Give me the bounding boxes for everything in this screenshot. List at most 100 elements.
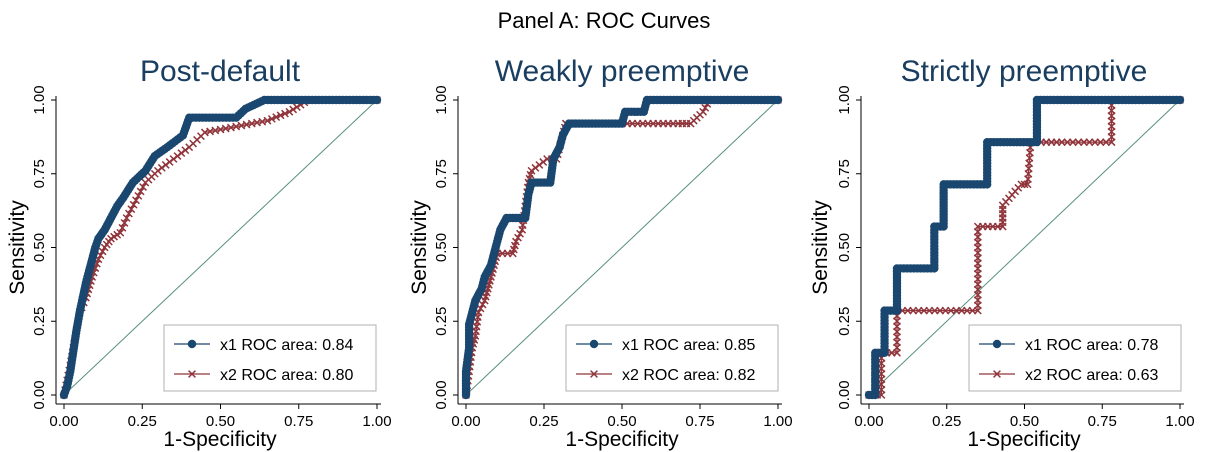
legend-box bbox=[565, 324, 779, 392]
data-point bbox=[136, 187, 145, 196]
legend-label: x2 ROC area: 0.80 bbox=[220, 367, 354, 384]
y-tick-label: 0.75 bbox=[31, 159, 48, 188]
data-point bbox=[98, 247, 107, 256]
data-point bbox=[516, 229, 525, 238]
legend-entry-x1: x1 ROC area: 0.85 bbox=[576, 337, 756, 354]
data-point bbox=[116, 228, 125, 237]
panel-title: Weakly preemptive bbox=[495, 55, 750, 88]
y-axis-label: Sensitivity bbox=[6, 200, 29, 295]
legend-label: x2 ROC area: 0.63 bbox=[1025, 367, 1159, 384]
x-axis-label: 1-Specificity bbox=[163, 428, 277, 451]
y-tick-label: 0.25 bbox=[836, 307, 853, 336]
series-x1 bbox=[864, 95, 1185, 400]
y-tick-label: 1.00 bbox=[836, 85, 853, 114]
x-tick-label: 1.00 bbox=[763, 413, 792, 430]
legend-box bbox=[968, 324, 1182, 392]
legend-entry-x2: x2 ROC area: 0.82 bbox=[576, 367, 756, 384]
data-point bbox=[289, 105, 298, 114]
legend-entry-x1: x1 ROC area: 0.78 bbox=[979, 337, 1159, 354]
legend-swatch-marker bbox=[187, 339, 197, 349]
data-point bbox=[514, 233, 522, 242]
y-axis-label: Sensitivity bbox=[809, 200, 832, 295]
legend-swatch-marker bbox=[188, 370, 196, 378]
x-tick-label: 0.25 bbox=[128, 413, 157, 430]
reference-line bbox=[63, 99, 378, 396]
x-tick-label: 0.50 bbox=[206, 413, 235, 430]
legend-swatch-marker bbox=[590, 370, 598, 378]
data-point bbox=[1175, 95, 1185, 105]
data-point bbox=[127, 205, 136, 214]
legend: x1 ROC area: 0.85 x2 ROC area: 0.82 bbox=[565, 324, 779, 392]
data-point bbox=[139, 183, 147, 191]
y-tick-label: 1.00 bbox=[433, 85, 450, 114]
panel-3: Strictly preemptive 0.00 0.25 0.50 0.75 1.00 0… bbox=[809, 55, 1195, 451]
x-tick-label: 0.00 bbox=[49, 413, 78, 430]
x-tick-label: 0.00 bbox=[451, 413, 480, 430]
legend-entry-x2: x2 ROC area: 0.63 bbox=[979, 367, 1159, 384]
legend-entry-x2: x2 ROC area: 0.80 bbox=[174, 367, 354, 384]
series-x1 bbox=[461, 95, 783, 400]
y-tick-label: 0.75 bbox=[433, 159, 450, 188]
y-tick-label: 0.00 bbox=[836, 380, 853, 409]
data-point bbox=[478, 300, 487, 309]
x-tick-label: 0.25 bbox=[529, 413, 558, 430]
legend: x1 ROC area: 0.78 x2 ROC area: 0.63 bbox=[968, 324, 1182, 392]
reference-line bbox=[465, 99, 779, 396]
data-point bbox=[285, 107, 294, 116]
y-tick-label: 0.25 bbox=[433, 307, 450, 336]
data-point bbox=[292, 103, 301, 112]
data-point bbox=[476, 304, 485, 313]
legend-box bbox=[163, 324, 377, 392]
data-point bbox=[267, 114, 276, 123]
data-point bbox=[132, 196, 140, 205]
y-tick-label: 0.25 bbox=[31, 307, 48, 336]
data-point bbox=[699, 107, 708, 116]
x-tick-label: 0.50 bbox=[1010, 413, 1039, 430]
x-tick-label: 0.75 bbox=[284, 413, 313, 430]
x-axis-label: 1-Specificity bbox=[967, 428, 1081, 451]
data-point bbox=[1020, 180, 1029, 189]
x-tick-label: 0.50 bbox=[607, 413, 636, 430]
y-tick-label: 1.00 bbox=[31, 85, 48, 114]
data-point bbox=[263, 116, 272, 125]
x-tick-label: 0.00 bbox=[854, 413, 883, 430]
series-line bbox=[869, 99, 1180, 396]
data-point bbox=[118, 223, 127, 232]
legend-label: x1 ROC area: 0.84 bbox=[220, 337, 354, 354]
panel-2: Weakly preemptive 0.00 0.25 0.50 0.75 1.00 0.0… bbox=[408, 55, 793, 451]
y-axis-label: Sensitivity bbox=[408, 200, 431, 295]
x-tick-label: 0.75 bbox=[1088, 413, 1117, 430]
y-tick-label: 0.75 bbox=[836, 159, 853, 188]
data-point bbox=[276, 111, 285, 120]
x-tick-label: 0.75 bbox=[685, 413, 714, 430]
legend-swatch-marker bbox=[993, 370, 1001, 378]
data-point bbox=[1017, 180, 1026, 189]
panel-1: Post-default 0.00 0.25 0.50 0.75 1.00 0.00 0.25… bbox=[6, 55, 392, 451]
data-point bbox=[281, 109, 289, 118]
y-tick-label: 0.50 bbox=[433, 233, 450, 262]
legend-swatch-marker bbox=[589, 339, 599, 349]
data-point bbox=[134, 191, 143, 200]
y-tick-label: 0.50 bbox=[836, 233, 853, 262]
data-point bbox=[272, 113, 281, 122]
data-point bbox=[120, 218, 129, 227]
x-tick-label: 1.00 bbox=[1165, 413, 1194, 430]
reference-line bbox=[868, 99, 1181, 396]
data-point bbox=[701, 103, 710, 112]
panel-title: Post-default bbox=[140, 55, 301, 88]
legend-entry-x1: x1 ROC area: 0.84 bbox=[174, 337, 354, 354]
legend-label: x2 ROC area: 0.82 bbox=[622, 367, 756, 384]
legend-label: x1 ROC area: 0.78 bbox=[1025, 337, 1159, 354]
legend-swatch-marker bbox=[992, 339, 1002, 349]
data-point bbox=[122, 214, 131, 222]
x-tick-label: 1.00 bbox=[362, 413, 391, 430]
data-point bbox=[372, 95, 382, 105]
data-point bbox=[96, 251, 105, 260]
legend: x1 ROC area: 0.84 x2 ROC area: 0.80 bbox=[163, 324, 377, 392]
y-tick-label: 0.00 bbox=[31, 380, 48, 409]
data-point bbox=[511, 237, 520, 246]
y-tick-label: 0.00 bbox=[433, 380, 450, 409]
x-axis-label: 1-Specificity bbox=[565, 428, 679, 451]
